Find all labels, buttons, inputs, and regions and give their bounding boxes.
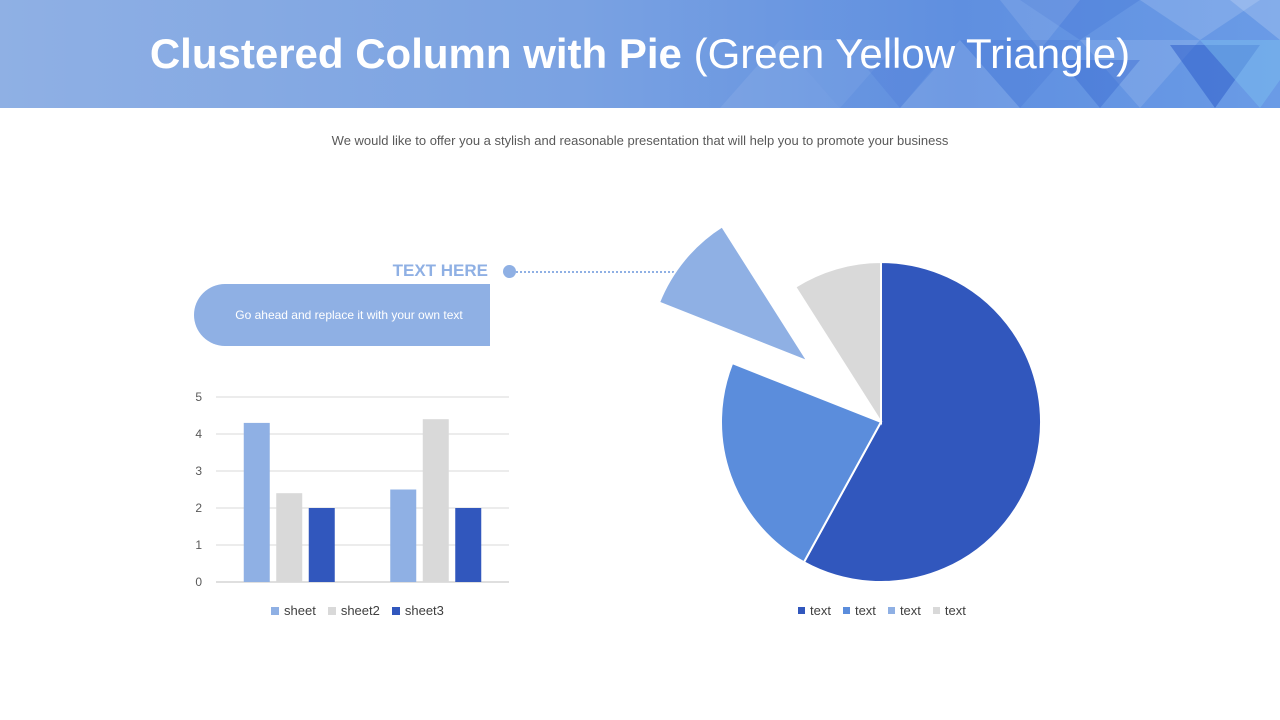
legend-item-sheet: sheet <box>271 603 316 618</box>
callout-heading: TEXT HERE <box>392 261 488 280</box>
legend-swatch <box>271 606 279 615</box>
page-title: Clustered Column with Pie (Green Yellow … <box>0 26 1280 82</box>
pie-slice <box>720 361 883 564</box>
bar-sheet2 <box>276 493 303 582</box>
header-banner: Clustered Column with Pie (Green Yellow … <box>0 0 1280 108</box>
subtitle: We would like to offer you a stylish and… <box>331 133 949 148</box>
pie-slice <box>657 224 811 364</box>
y-tick-label: 1 <box>195 538 202 552</box>
y-tick-label: 4 <box>195 427 202 441</box>
legend-item: text <box>842 603 876 618</box>
bar-sheet3 <box>455 508 482 582</box>
legend-swatch <box>798 607 805 614</box>
legend-swatch <box>887 607 895 614</box>
legend-label: text <box>899 603 921 618</box>
legend-label: text <box>944 603 966 618</box>
legend-label: sheet2 <box>340 603 380 618</box>
pie-slice <box>793 260 882 426</box>
legend-swatch <box>842 607 850 614</box>
title-rest: (Green Yellow Triangle) <box>693 30 1131 77</box>
title-bold: Clustered Column with Pie <box>149 30 682 77</box>
legend-item: text <box>798 603 831 618</box>
triangle-pattern <box>720 0 1280 108</box>
y-tick-label: 3 <box>195 464 202 478</box>
y-tick-label: 0 <box>195 575 202 589</box>
bar-sheet <box>390 489 417 582</box>
legend-item: text <box>932 603 966 618</box>
legend-item-sheet3: sheet3 <box>391 603 444 618</box>
pie-chart-legend: text text text text <box>798 603 966 618</box>
legend-item: text <box>887 603 921 618</box>
y-tick-label: 2 <box>195 501 202 515</box>
legend-label: sheet3 <box>404 603 444 618</box>
bar-sheet <box>243 422 270 582</box>
legend-label: text <box>810 603 831 618</box>
legend-item-sheet2: sheet2 <box>327 603 380 618</box>
legend-swatch <box>327 606 336 615</box>
callout-dot <box>503 265 516 278</box>
bar-sheet3 <box>308 508 335 582</box>
legend-label: text <box>854 603 876 618</box>
callout-connector-line <box>516 271 738 273</box>
legend-swatch <box>932 607 940 614</box>
y-tick-label: 5 <box>195 390 202 404</box>
pie-slice <box>802 260 1042 583</box>
legend-swatch <box>391 606 400 615</box>
bar-sheet2 <box>422 419 449 582</box>
legend-label: sheet <box>284 603 316 618</box>
bar-chart-legend: sheet sheet2 sheet3 <box>271 603 444 618</box>
callout-text-box: Go ahead and replace it with your own te… <box>194 284 490 346</box>
